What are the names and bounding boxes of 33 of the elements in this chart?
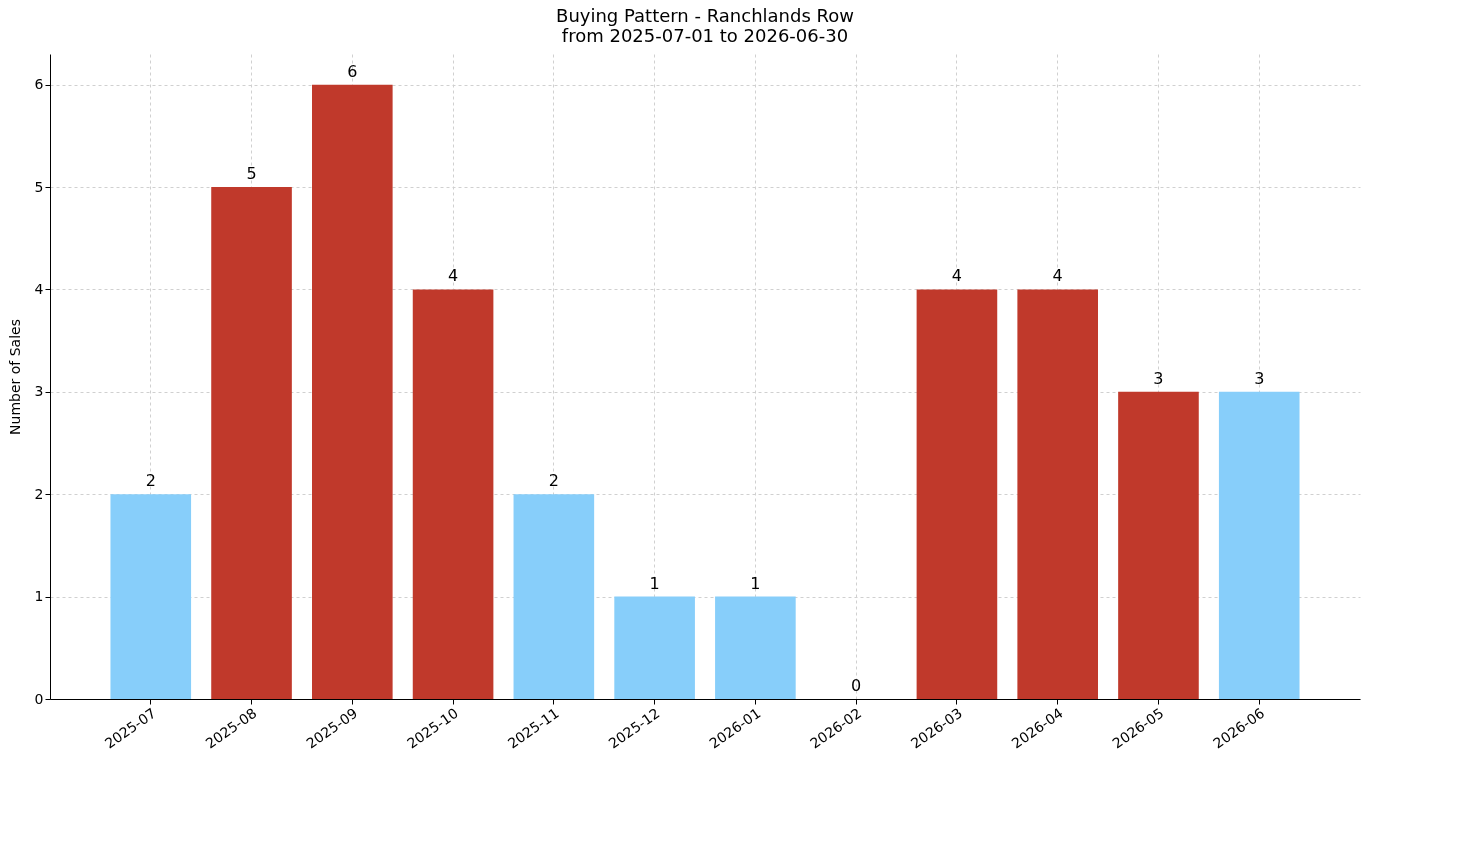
data-label: 4: [951, 266, 963, 286]
bar: [614, 596, 695, 699]
y-tick-label: 1: [34, 588, 44, 605]
chart-title: Buying Pattern - Ranchlands Row: [556, 5, 854, 26]
y-tick-label: 6: [34, 76, 44, 93]
data-label: 3: [1254, 368, 1265, 388]
bar: [211, 187, 292, 699]
y-tick-label: 5: [34, 178, 44, 195]
bar: [916, 289, 998, 699]
chart-subtitle: from 2025-07-01 to 2026-06-30: [561, 25, 849, 46]
bar: [715, 596, 796, 699]
data-label: 0: [851, 676, 862, 695]
data-label: 6: [347, 61, 358, 81]
bar: [110, 494, 192, 699]
data-label: 3: [1153, 368, 1164, 388]
bar: [412, 289, 494, 699]
y-tick-label: 2: [34, 485, 44, 502]
data-label: 4: [447, 266, 459, 286]
bar: [312, 84, 393, 699]
bar: [513, 494, 595, 699]
bar: [1118, 391, 1199, 699]
data-label: 2: [548, 471, 559, 491]
y-tick-label: 3: [34, 383, 44, 400]
data-label: 1: [750, 573, 761, 593]
y-tick-label: 4: [34, 280, 44, 297]
data-label: 4: [1052, 266, 1063, 286]
bar: [1218, 391, 1300, 699]
data-label: 2: [145, 471, 156, 491]
data-label: 1: [649, 573, 660, 593]
y-axis-title: Number of Sales: [6, 319, 23, 435]
data-label: 5: [246, 164, 257, 184]
bar: [1017, 289, 1098, 699]
y-tick-label: 0: [34, 690, 44, 707]
